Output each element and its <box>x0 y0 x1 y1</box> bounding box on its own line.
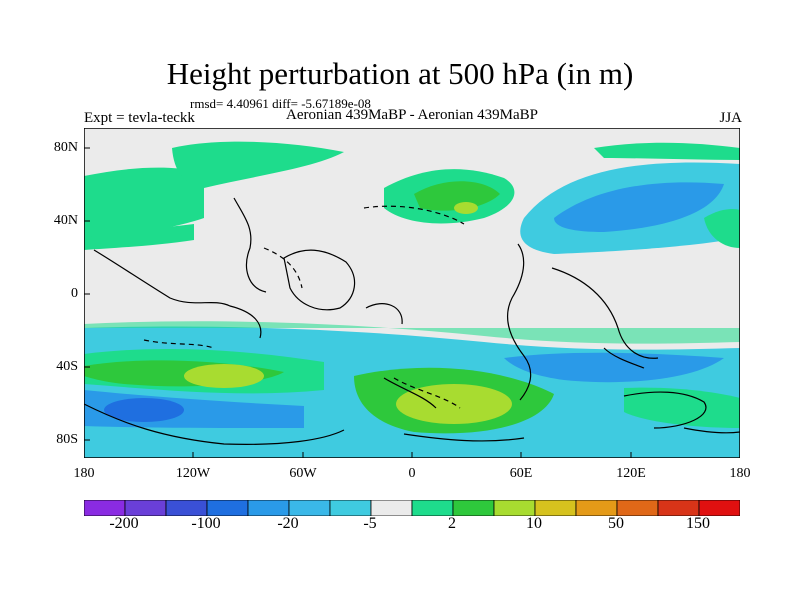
lon-label: 60E <box>509 466 533 481</box>
coastlines <box>84 197 740 445</box>
coastline <box>683 427 740 434</box>
lat-label: 80N <box>53 140 78 155</box>
colorbar-swatch <box>370 500 413 516</box>
colorbar-label: -200 <box>109 515 139 532</box>
lat-label: 40S <box>56 359 78 374</box>
colorbar-swatch <box>165 500 208 516</box>
colorbar-label: 10 <box>526 515 542 532</box>
coastline <box>143 339 215 349</box>
colorbar-label: -5 <box>363 515 377 532</box>
anomaly-patch <box>504 352 724 383</box>
colorbar-swatch <box>493 500 536 516</box>
experiment-label: Expt = tevla-teckk <box>84 110 195 126</box>
season-label: JJA <box>719 110 742 126</box>
colorbar-swatch <box>411 500 454 516</box>
coastline <box>603 347 645 369</box>
stats-label: rmsd= 4.40961 diff= -5.67189e-08 <box>190 96 371 111</box>
coastline <box>506 243 532 401</box>
lon-label: 120W <box>175 466 211 481</box>
lon-label: 60W <box>289 466 317 481</box>
coastline <box>393 377 461 409</box>
lon-label: 120E <box>616 466 646 481</box>
lat-label: 40N <box>53 213 78 228</box>
plot-title: Height perturbation at 500 hPa (in m) <box>166 56 634 91</box>
coastline <box>383 377 437 409</box>
period-label: Aeronian 439MaBP - Aeronian 439MaBP <box>286 107 538 123</box>
colorbar-swatch <box>84 500 126 516</box>
anomaly-patch <box>84 167 204 240</box>
lon-label: 0 <box>408 466 416 481</box>
coastline <box>403 433 525 442</box>
coastline <box>551 267 659 359</box>
lat-label: 0 <box>71 286 78 301</box>
colorbar-swatch <box>206 500 249 516</box>
coastline <box>93 249 262 339</box>
coastline <box>233 197 267 293</box>
axis-ticks <box>84 147 632 458</box>
coastline <box>263 247 303 289</box>
colorbar-swatch <box>575 500 618 516</box>
anomaly-patch <box>172 141 344 188</box>
colorbar-swatch <box>698 500 740 516</box>
colorbar-swatch <box>616 500 659 516</box>
map-plot <box>84 128 740 458</box>
colorbar-swatch <box>124 500 167 516</box>
lon-label: 180 <box>729 466 751 481</box>
colorbar-swatch <box>657 500 700 516</box>
colorbar-swatch <box>329 500 372 516</box>
colorbar-swatch <box>452 500 495 516</box>
colorbar-label: 2 <box>448 515 456 532</box>
colorbar-swatch <box>288 500 331 516</box>
coastline <box>623 391 707 429</box>
colorbar-label: -20 <box>277 515 299 532</box>
colorbar <box>84 500 740 516</box>
lon-label: 180 <box>73 466 95 481</box>
coastline <box>283 249 356 311</box>
dashed-coastlines <box>143 205 465 409</box>
colorbar-label: 150 <box>686 515 710 532</box>
coastline <box>365 303 403 325</box>
colorbar-label: -100 <box>191 515 221 532</box>
colorbar-swatch <box>247 500 290 516</box>
coastline <box>84 403 345 445</box>
lat-label: 80S <box>56 432 78 447</box>
colorbar-swatch <box>534 500 577 516</box>
coastline <box>363 205 465 225</box>
colorbar-label: 50 <box>608 515 624 532</box>
